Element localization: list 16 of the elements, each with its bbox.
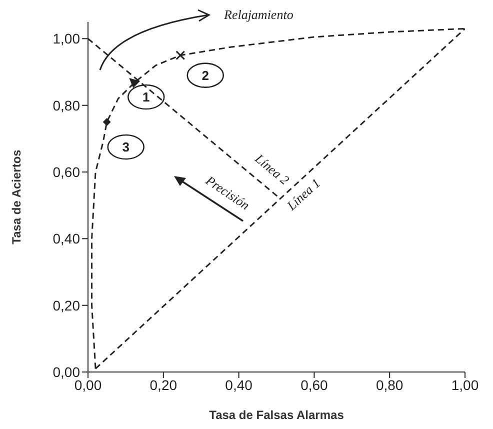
y-tick-label: 0,80	[52, 97, 80, 114]
y-tick-label: 1,00	[52, 30, 80, 47]
y-tick-label: 0,40	[52, 230, 80, 247]
y-tick-label: 0,20	[52, 297, 80, 314]
series-label: 2	[202, 68, 209, 83]
x-tick-label: 0,80	[376, 376, 404, 393]
annotation: Relajamiento	[223, 7, 294, 22]
x-tick-label: 0,40	[225, 376, 253, 393]
x-axis-title: Tasa de Falsas Alarmas	[209, 408, 344, 422]
series-label: 1	[142, 89, 150, 104]
x-tick-label: 0,20	[150, 376, 178, 393]
y-tick-label: 0,60	[52, 164, 80, 180]
series-label: 3	[122, 139, 130, 154]
y-axis-title: Tasa de Aciertos	[9, 149, 24, 244]
x-tick-label: 0,60	[300, 376, 328, 393]
x-tick-label: 1,00	[451, 376, 479, 393]
